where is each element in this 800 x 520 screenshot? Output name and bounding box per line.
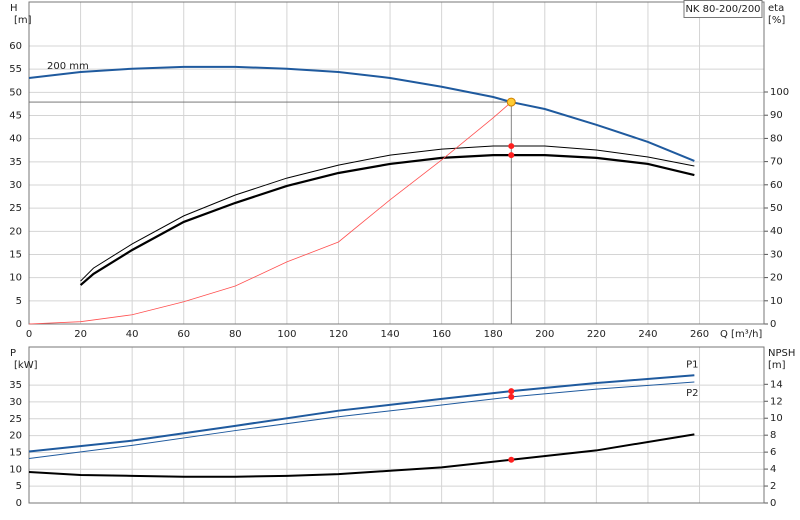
y2-tick-label: 100 <box>770 87 789 98</box>
x-tick-label: 40 <box>126 329 139 340</box>
curve <box>28 65 695 162</box>
x-tick-label: 160 <box>432 329 451 340</box>
y2-tick-label: 50 <box>770 203 783 214</box>
y-tick-label: 30 <box>9 397 22 408</box>
y2-axis-label: [m] <box>768 360 786 371</box>
y-tick-label: 5 <box>16 481 22 492</box>
y2-tick-label: 14 <box>770 379 783 390</box>
curve <box>28 433 695 478</box>
curve <box>28 101 512 325</box>
y-axis-label: P <box>10 348 16 359</box>
plot-area <box>29 347 764 503</box>
legend-box <box>683 0 763 18</box>
y2-tick-label: 4 <box>770 464 776 475</box>
y-tick-label: 35 <box>9 157 22 168</box>
y2-tick-label: 2 <box>770 481 776 492</box>
x-tick-label: 0 <box>26 329 32 340</box>
y2-axis-label: eta <box>768 3 784 14</box>
y-tick-label: 60 <box>9 41 22 52</box>
y2-tick-label: 30 <box>770 249 783 260</box>
x-tick-label: 60 <box>177 329 190 340</box>
x-tick-label: 260 <box>690 329 709 340</box>
x-tick-label: 220 <box>587 329 606 340</box>
y2-tick-label: 6 <box>770 447 776 458</box>
legend-title: NK 80-200/200 <box>685 4 760 15</box>
x-tick-label: 20 <box>74 329 87 340</box>
curve <box>28 381 695 460</box>
y-tick-label: 30 <box>9 180 22 191</box>
y-axis-label: [m] <box>14 15 32 26</box>
y-tick-label: 10 <box>9 273 22 284</box>
y2-tick-label: 8 <box>770 430 776 441</box>
y-tick-label: 25 <box>9 203 22 214</box>
y2-tick-label: 12 <box>770 396 783 407</box>
y-axis-label: H <box>10 3 18 14</box>
duty-point <box>508 152 515 159</box>
series-label: P2 <box>686 388 698 399</box>
y2-tick-label: 10 <box>770 296 783 307</box>
duty-point <box>508 388 515 395</box>
plot-frame <box>28 1 765 325</box>
y-tick-label: 15 <box>9 250 22 261</box>
y-tick-label: 15 <box>9 447 22 458</box>
duty-point <box>508 393 515 400</box>
y-tick-label: 40 <box>9 134 22 145</box>
y2-tick-label: 0 <box>770 498 776 509</box>
y2-axis-label: [%] <box>768 15 785 26</box>
curve <box>80 145 695 282</box>
y-tick-label: 0 <box>16 319 22 330</box>
curve <box>28 374 695 453</box>
y2-tick-label: 40 <box>770 226 783 237</box>
series-label: P1 <box>686 359 698 370</box>
curve <box>79 154 695 286</box>
y2-tick-label: 90 <box>770 110 783 121</box>
y2-tick-label: 20 <box>770 273 783 284</box>
y-tick-label: 25 <box>9 414 22 425</box>
y-tick-label: 55 <box>9 64 22 75</box>
x-tick-label: 240 <box>638 329 657 340</box>
y-tick-label: 5 <box>16 296 22 307</box>
y-tick-label: 20 <box>9 431 22 442</box>
operating-point <box>506 97 516 107</box>
duty-point <box>508 143 515 150</box>
y-tick-label: 45 <box>9 111 22 122</box>
y2-tick-label: 0 <box>770 319 776 330</box>
y2-tick-label: 70 <box>770 157 783 168</box>
y-tick-label: 20 <box>9 226 22 237</box>
x-tick-label: 200 <box>535 329 554 340</box>
x-tick-label: 120 <box>329 329 348 340</box>
x-axis-label: Q [m³/h] <box>720 329 762 340</box>
y-tick-label: 0 <box>16 498 22 509</box>
duty-point <box>508 456 515 463</box>
y-tick-label: 50 <box>9 87 22 98</box>
y2-tick-label: 60 <box>770 180 783 191</box>
x-tick-label: 100 <box>277 329 296 340</box>
y2-tick-label: 10 <box>770 413 783 424</box>
x-tick-label: 180 <box>484 329 503 340</box>
y-tick-label: 35 <box>9 380 22 391</box>
y-axis-label: [kW] <box>14 360 38 371</box>
plot-frame <box>28 346 765 504</box>
y2-tick-label: 80 <box>770 133 783 144</box>
x-tick-label: 140 <box>381 329 400 340</box>
y2-axis-label: NPSH <box>768 348 795 359</box>
series-label: 200 mm <box>47 61 89 72</box>
x-tick-label: 80 <box>229 329 242 340</box>
y-tick-label: 10 <box>9 464 22 475</box>
